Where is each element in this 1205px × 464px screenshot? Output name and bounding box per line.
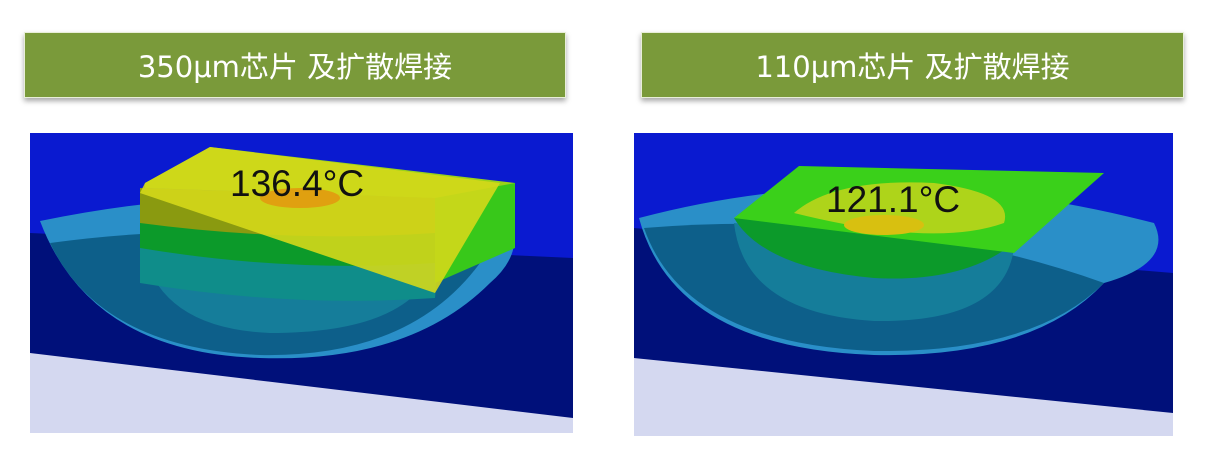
thermal-simulation-110um: 121.1°C [634,133,1173,436]
panel-title-350um: 350μm芯片 及扩散焊接 [24,32,566,98]
panel-title-text: 110μm芯片 及扩散焊接 [755,50,1070,84]
thermal-simulation-350um: 136.4°C [30,133,573,433]
panel-title-110um: 110μm芯片 及扩散焊接 [641,32,1184,98]
panel-title-text: 350μm芯片 及扩散焊接 [137,50,453,84]
max-temperature-label: 136.4°C [230,163,364,204]
max-temperature-label: 121.1°C [826,179,960,220]
